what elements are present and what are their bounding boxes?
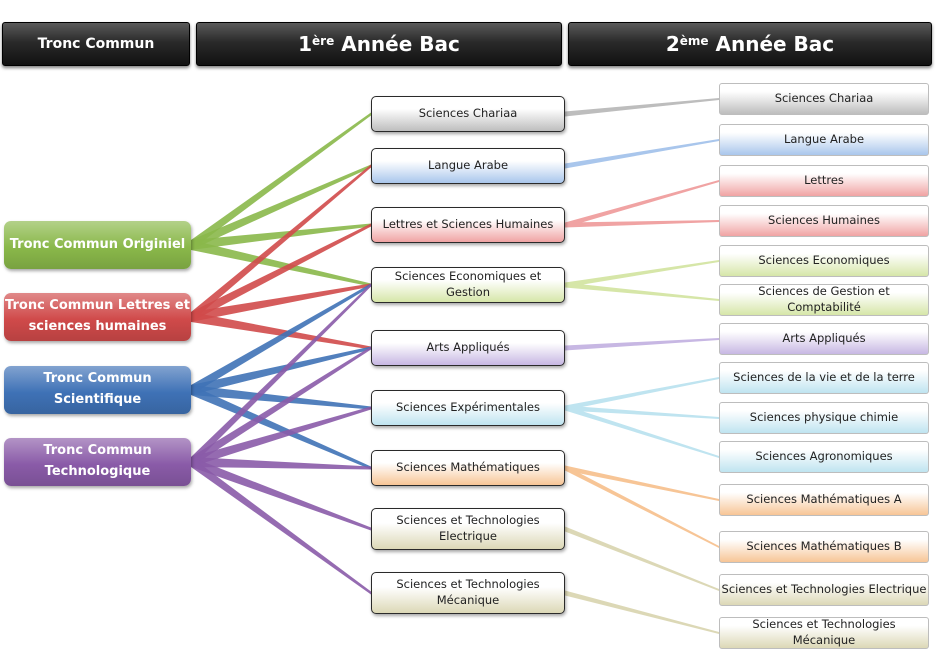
deuxieme-annee-box-label: Sciences Agronomiques: [755, 449, 893, 464]
tronc-commun-box[interactable]: Tronc Commun Originiel: [4, 221, 191, 269]
premiere-annee-box-label: Sciences Chariaa: [418, 106, 518, 121]
link-premiere-to-deuxieme: [565, 98, 719, 117]
deuxieme-annee-box-label: Sciences Economiques: [758, 253, 890, 268]
deuxieme-annee-box[interactable]: Sciences de la vie et de la terre: [719, 362, 929, 394]
link-premiere-to-deuxieme: [565, 180, 719, 228]
link-tc-to-premiere: [191, 406, 371, 467]
header-deuxieme-annee: 2 ème Année Bac: [568, 22, 932, 66]
premiere-annee-box[interactable]: Sciences Economiques et Gestion: [371, 267, 565, 303]
deuxieme-annee-box[interactable]: Lettres: [719, 165, 929, 197]
link-tc-to-premiere: [191, 457, 371, 531]
deuxieme-annee-box[interactable]: Sciences et Technologies Electrique: [719, 574, 929, 606]
deuxieme-annee-box[interactable]: Sciences Humaines: [719, 205, 929, 237]
deuxieme-annee-box[interactable]: Sciences Agronomiques: [719, 441, 929, 473]
header-deuxieme-rest: Année Bac: [708, 32, 835, 56]
header-tronc-commun: Tronc Commun: [2, 22, 190, 66]
link-tc-to-premiere: [191, 312, 371, 350]
link-premiere-to-deuxieme: [565, 526, 719, 591]
premiere-annee-box[interactable]: Lettres et Sciences Humaines: [371, 207, 565, 243]
deuxieme-annee-box-label: Arts Appliqués: [782, 331, 866, 346]
premiere-annee-box-label: Lettres et Sciences Humaines: [382, 217, 554, 232]
deuxieme-annee-box[interactable]: Arts Appliqués: [719, 323, 929, 355]
header-premiere-sup: ère: [312, 34, 335, 48]
link-tc-to-premiere: [191, 164, 371, 322]
tronc-commun-box[interactable]: Tronc Commun Technologique: [4, 438, 191, 486]
premiere-annee-box-label: Sciences Economiques et Gestion: [394, 269, 542, 299]
header-premiere-num: 1: [298, 32, 313, 56]
deuxieme-annee-box[interactable]: Sciences et Technologies Mécanique: [719, 617, 929, 649]
premiere-annee-box[interactable]: Sciences et Technologies Electrique: [371, 508, 565, 550]
link-tc-to-premiere: [191, 283, 371, 395]
header-premiere-rest: Année Bac: [334, 32, 460, 56]
link-premiere-to-deuxieme: [565, 139, 719, 169]
tronc-commun-box-label: Tronc Commun Technologique: [43, 443, 152, 479]
link-tc-to-premiere: [191, 240, 371, 287]
deuxieme-annee-box[interactable]: Sciences Economiques: [719, 245, 929, 277]
link-tc-to-premiere: [191, 385, 371, 470]
link-tc-to-premiere: [191, 223, 371, 322]
link-premiere-to-deuxieme: [565, 465, 719, 548]
premiere-annee-box[interactable]: Sciences et Technologies Mécanique: [371, 572, 565, 614]
deuxieme-annee-box-label: Langue Arabe: [783, 132, 865, 147]
deuxieme-annee-box-label: Sciences Humaines: [768, 213, 880, 228]
deuxieme-annee-box[interactable]: Sciences physique chimie: [719, 402, 929, 434]
deuxieme-annee-box[interactable]: Sciences Mathématiques B: [719, 531, 929, 563]
header-premiere-annee: 1 ère Année Bac: [196, 22, 562, 66]
link-premiere-to-deuxieme: [565, 465, 719, 501]
link-premiere-to-deuxieme: [565, 590, 719, 634]
link-tc-to-premiere: [191, 223, 371, 250]
premiere-annee-box-label: Langue Arabe: [427, 158, 509, 173]
deuxieme-annee-box[interactable]: Langue Arabe: [719, 124, 929, 156]
link-tc-to-premiere: [191, 164, 371, 250]
premiere-annee-box[interactable]: Arts Appliqués: [371, 330, 565, 366]
link-premiere-to-deuxieme: [565, 338, 719, 351]
link-premiere-to-deuxieme: [565, 405, 719, 458]
premiere-annee-box[interactable]: Sciences Mathématiques: [371, 450, 565, 486]
link-tc-to-premiere: [191, 457, 371, 595]
deuxieme-annee-box-label: Sciences et Technologies Mécanique: [752, 617, 896, 647]
premiere-annee-box-label: Sciences et Technologies Electrique: [396, 513, 540, 543]
premiere-annee-box-label: Sciences Mathématiques: [396, 460, 540, 475]
link-tc-to-premiere: [191, 283, 371, 322]
link-premiere-to-deuxieme: [565, 220, 719, 228]
premiere-annee-box-label: Sciences et Technologies Mécanique: [396, 577, 540, 607]
deuxieme-annee-box[interactable]: Sciences de Gestion et Comptabilité: [719, 284, 929, 316]
premiere-annee-box[interactable]: Sciences Chariaa: [371, 96, 565, 132]
deuxieme-annee-box-label: Sciences de la vie et de la terre: [733, 370, 915, 385]
premiere-annee-box[interactable]: Langue Arabe: [371, 148, 565, 184]
link-premiere-to-deuxieme: [565, 282, 719, 301]
deuxieme-annee-box-label: Sciences et Technologies Electrique: [721, 582, 927, 597]
deuxieme-annee-box-label: Sciences Chariaa: [774, 91, 874, 106]
deuxieme-annee-box-label: Sciences physique chimie: [749, 410, 899, 425]
link-tc-to-premiere: [191, 385, 371, 410]
premiere-annee-box[interactable]: Sciences Expérimentales: [371, 390, 565, 426]
link-premiere-to-deuxieme: [565, 260, 719, 288]
link-premiere-to-deuxieme: [565, 377, 719, 411]
tronc-commun-box-label: Tronc Commun Originiel: [9, 236, 186, 252]
tronc-commun-box[interactable]: Tronc Commun Lettres et sciences humaine…: [4, 293, 191, 341]
tronc-commun-box-label: Tronc Commun Lettres et sciences humaine…: [5, 298, 190, 334]
link-tc-to-premiere: [191, 112, 371, 250]
link-tc-to-premiere: [191, 457, 371, 470]
deuxieme-annee-box-label: Sciences Mathématiques A: [746, 492, 902, 507]
link-tc-to-premiere: [191, 283, 371, 467]
premiere-annee-box-label: Arts Appliqués: [426, 340, 510, 355]
premiere-annee-box-label: Sciences Expérimentales: [396, 400, 540, 415]
link-premiere-to-deuxieme: [565, 405, 719, 419]
tronc-commun-box[interactable]: Tronc Commun Scientifique: [4, 366, 191, 414]
tronc-commun-box-label: Tronc Commun Scientifique: [43, 371, 152, 407]
header-tronc-commun-label: Tronc Commun: [37, 36, 155, 52]
deuxieme-annee-box[interactable]: Sciences Chariaa: [719, 83, 929, 115]
link-tc-to-premiere: [191, 346, 371, 467]
deuxieme-annee-box[interactable]: Sciences Mathématiques A: [719, 484, 929, 516]
deuxieme-annee-box-label: Sciences Mathématiques B: [746, 539, 902, 554]
header-deuxieme-num: 2: [665, 32, 680, 56]
deuxieme-annee-box-label: Sciences de Gestion et Comptabilité: [758, 284, 890, 314]
deuxieme-annee-box-label: Lettres: [804, 173, 844, 188]
header-deuxieme-sup: ème: [679, 34, 709, 48]
